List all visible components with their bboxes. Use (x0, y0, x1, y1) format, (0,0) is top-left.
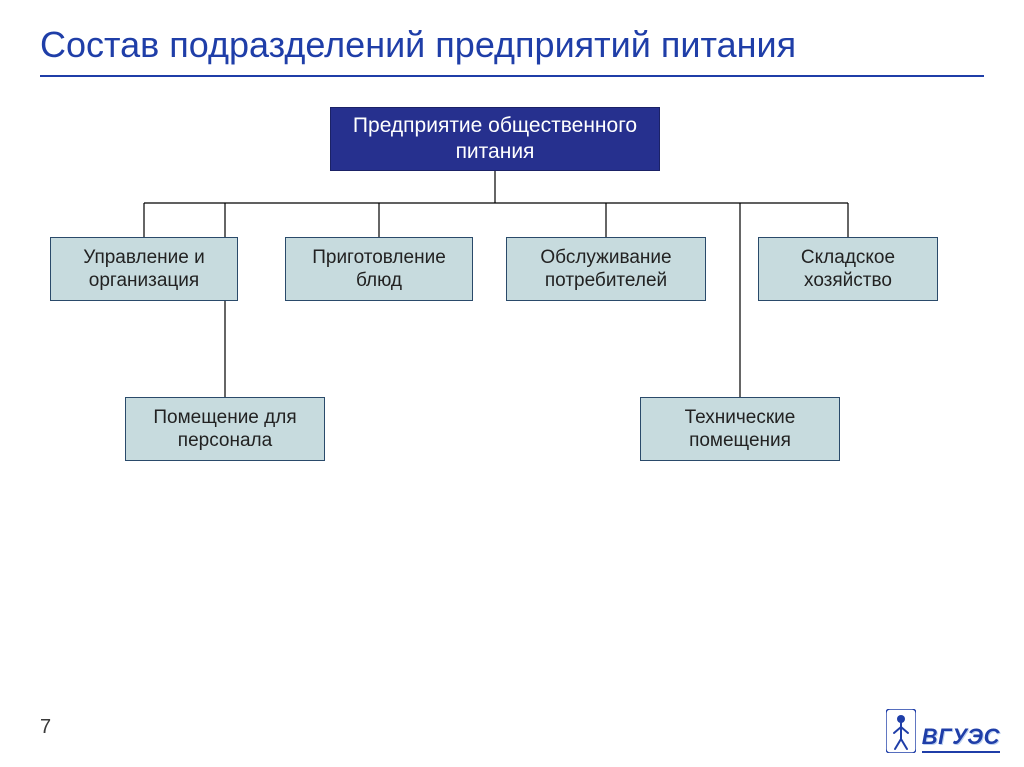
node-label: Складское хозяйство (767, 246, 929, 294)
node-mgmt: Управление и организация (50, 237, 238, 301)
node-label: Приготовление блюд (294, 246, 464, 294)
node-label: Обслуживание потребителей (515, 246, 697, 294)
slide-title: Состав подразделений предприятий питания (40, 24, 984, 65)
page-number: 7 (40, 716, 51, 739)
node-label: Управление и организация (59, 246, 229, 294)
node-store: Складское хозяйство (758, 237, 938, 301)
logo-figure-icon (886, 709, 916, 753)
node-label: Помещение для персонала (134, 406, 316, 454)
node-serve: Обслуживание потребителей (506, 237, 706, 301)
node-cook: Приготовление блюд (285, 237, 473, 301)
slide: Состав подразделений предприятий питания… (0, 0, 1024, 767)
node-tech: Технические помещения (640, 397, 840, 461)
title-underline (40, 75, 984, 77)
node-label: Предприятие общественного питания (339, 113, 651, 166)
logo-text: ВГУЭС (922, 724, 1000, 753)
node-label: Технические помещения (649, 406, 831, 454)
org-diagram: Предприятие общественного питания Управле… (40, 107, 984, 527)
footer-logo: ВГУЭС (886, 709, 1000, 753)
node-root: Предприятие общественного питания (330, 107, 660, 171)
node-staff: Помещение для персонала (125, 397, 325, 461)
